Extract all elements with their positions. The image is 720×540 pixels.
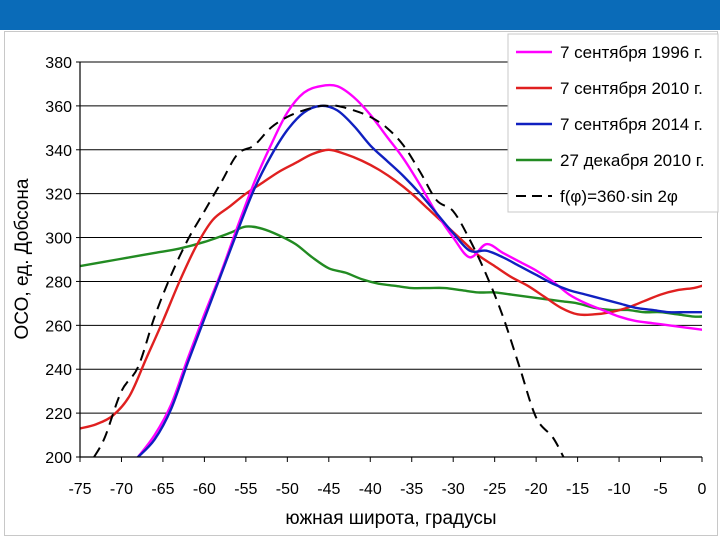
legend-label-4: 27 декабря 2010 г. [560,151,705,170]
y-tick-labels: 200 220 240 260 280 300 320 340 360 380 [45,55,72,467]
y-tick-label: 220 [45,406,72,423]
legend: 7 сентября 1996 г. 7 сентября 2010 г. 7 се… [507,33,719,213]
y-tick-label: 300 [45,231,72,248]
legend-label-2: 7 сентября 2010 г. [560,79,703,98]
x-tick-label: -10 [608,481,631,498]
x-tick-label: -5 [653,481,667,498]
series-line-2 [80,148,702,430]
x-tick-label: -40 [359,481,382,498]
axes [76,61,703,462]
y-tick-label: 200 [45,450,72,467]
y-axis-title: ОСО, ед. Добсона [12,178,33,339]
x-tick-label: -35 [400,481,423,498]
x-tick-label: -70 [110,481,133,498]
y-tick-label: 240 [45,362,72,379]
x-tick-label: -30 [442,481,465,498]
x-tick-label: -65 [151,481,174,498]
series-lines [80,83,702,457]
y-tick-label: 280 [45,274,72,291]
x-tick-labels: -75 -70 -65 -60 -55 -50 -45 -40 -35 -30 -25 -20 -15-… [68,481,706,498]
series-line-4 [80,225,702,318]
legend-label-3: 7 сентября 2014 г. [560,115,703,134]
x-tick-label: -20 [525,481,548,498]
x-tick-label: -25 [483,481,506,498]
top-title-bar [0,0,720,30]
x-tick-label: -50 [276,481,299,498]
legend-label-1: 7 сентября 1996 г. [560,43,703,62]
series-line-5 [93,104,565,457]
x-tick-label: 0 [698,481,707,498]
y-tick-label: 340 [45,143,72,160]
x-tick-label: -15 [566,481,589,498]
y-tick-label: 380 [45,55,72,72]
series-line-1 [136,83,702,457]
y-tick-label: 360 [45,99,72,116]
x-tick-label: -55 [234,481,257,498]
x-tick-label: -45 [317,481,340,498]
x-tick-label: -75 [68,481,91,498]
y-tick-label: 320 [45,187,72,204]
y-tick-label: 260 [45,318,72,335]
x-axis-title: южная широта, градусы [285,508,496,529]
series-line-3 [136,104,702,457]
legend-label-5: f(φ)=360·sin 2φ [560,187,678,206]
x-tick-label: -60 [193,481,216,498]
